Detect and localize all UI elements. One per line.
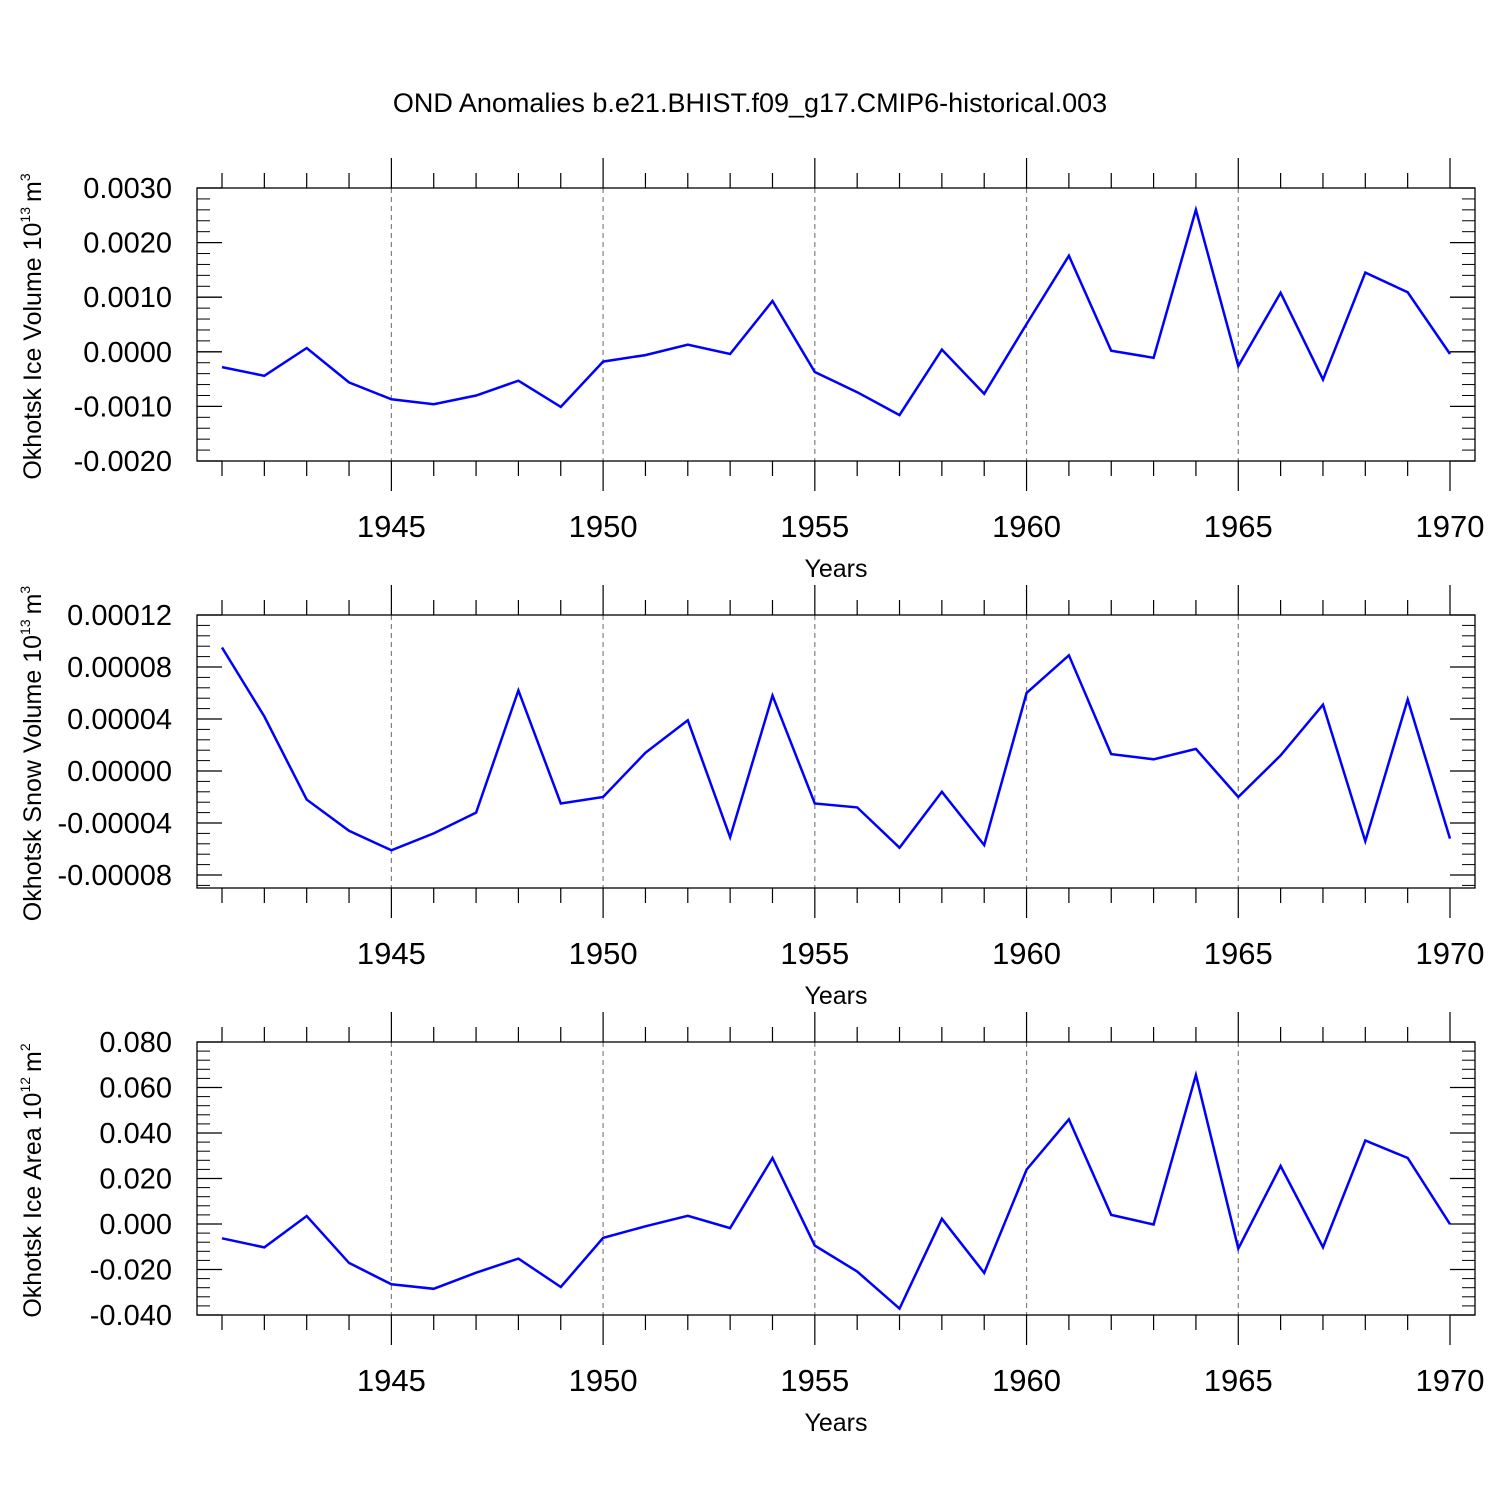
- y-label-exponent: 13: [17, 207, 33, 223]
- xtick-label-1965: 1965: [1204, 1363, 1273, 1398]
- series-line-1: [221, 205, 1452, 417]
- ytick-label: 0.000: [99, 1209, 172, 1241]
- y-label-unit-exponent: 3: [17, 586, 33, 594]
- y-label-exponent: 13: [17, 619, 33, 635]
- panel-2: -0.00008 -0.00004 0.00000 0.00004 0.00008 0.0…: [17, 585, 1484, 1010]
- xtick-label-1950: 1950: [569, 936, 638, 971]
- ytick-label: -0.020: [90, 1255, 172, 1287]
- xtick-label-1955: 1955: [780, 936, 849, 971]
- ytick-label: 0.040: [99, 1118, 172, 1150]
- y-label-main: Okhotsk Ice Area 10: [19, 1093, 47, 1318]
- xtick-label-1970: 1970: [1416, 1363, 1485, 1398]
- y-axis-label: Okhotsk Ice Area 1012 m2: [17, 1043, 47, 1318]
- xtick-label-1945: 1945: [357, 1363, 426, 1398]
- plot-frame: [196, 1041, 1476, 1316]
- xtick-label-1945: 1945: [357, 936, 426, 971]
- panel-1: -0.0020 -0.0010 0.0000 0.0010 0.0020 0.0030 19…: [17, 158, 1484, 583]
- y-axis-label: Okhotsk Ice Volume 1013 m3: [17, 173, 47, 480]
- series-line-3: [221, 1070, 1452, 1311]
- xtick-label-1970: 1970: [1416, 936, 1485, 971]
- ytick-label: -0.00008: [58, 860, 173, 892]
- xtick-label-1955: 1955: [780, 509, 849, 544]
- ytick-label: 0.0010: [83, 282, 172, 314]
- xtick-label-1955: 1955: [780, 1363, 849, 1398]
- plot-frame: [196, 187, 1476, 462]
- chart-title: OND Anomalies b.e21.BHIST.f09_g17.CMIP6-…: [393, 88, 1107, 118]
- x-axis-label: Years: [804, 982, 867, 1010]
- ytick-label: -0.0020: [74, 446, 172, 478]
- xtick-label-1970: 1970: [1416, 509, 1485, 544]
- ytick-label: 0.080: [99, 1027, 172, 1059]
- y-label-unit: m: [19, 181, 47, 202]
- ytick-label: -0.040: [90, 1300, 172, 1332]
- ytick-label: -0.0010: [74, 391, 172, 423]
- y-label-unit: m: [19, 594, 47, 615]
- ytick-label: 0.00012: [67, 600, 172, 632]
- x-axis-label: Years: [804, 1409, 867, 1437]
- y-label-unit: m: [19, 1051, 47, 1072]
- y-label-main: Okhotsk Ice Volume 10: [19, 223, 47, 480]
- xtick-label-1965: 1965: [1204, 936, 1273, 971]
- xtick-label-1950: 1950: [569, 509, 638, 544]
- ytick-label: -0.00004: [58, 808, 173, 840]
- xtick-label-1960: 1960: [992, 509, 1061, 544]
- xtick-label-1950: 1950: [569, 1363, 638, 1398]
- y-label-main: Okhotsk Snow Volume 10: [19, 635, 47, 921]
- y-label-unit-exponent: 3: [17, 173, 33, 181]
- ytick-label: 0.0000: [83, 337, 172, 369]
- series-line-2: [220, 646, 1452, 852]
- panel-3: -0.040 -0.020 0.000 0.020 0.040 0.060 0.080 194…: [17, 1012, 1484, 1437]
- xtick-label-1960: 1960: [992, 936, 1061, 971]
- ytick-label: 0.0020: [83, 228, 172, 260]
- ytick-label: 0.020: [99, 1164, 172, 1196]
- ytick-label: 0.0030: [83, 173, 172, 205]
- ytick-label: 0.060: [99, 1073, 172, 1105]
- ytick-label: 0.00008: [67, 652, 172, 684]
- x-axis-label: Years: [804, 555, 867, 583]
- xtick-label-1960: 1960: [992, 1363, 1061, 1398]
- panels-container: -0.0020 -0.0010 0.0000 0.0010 0.0020 0.0030 19…: [17, 158, 1484, 1437]
- y-label-unit-exponent: 2: [17, 1043, 33, 1051]
- xtick-label-1945: 1945: [357, 509, 426, 544]
- plot-frame: [196, 614, 1476, 889]
- ytick-label: 0.00004: [67, 704, 172, 736]
- xtick-label-1965: 1965: [1204, 509, 1273, 544]
- y-label-exponent: 12: [17, 1077, 33, 1093]
- y-axis-label: Okhotsk Snow Volume 1013 m3: [17, 586, 47, 922]
- ytick-label: 0.00000: [67, 756, 172, 788]
